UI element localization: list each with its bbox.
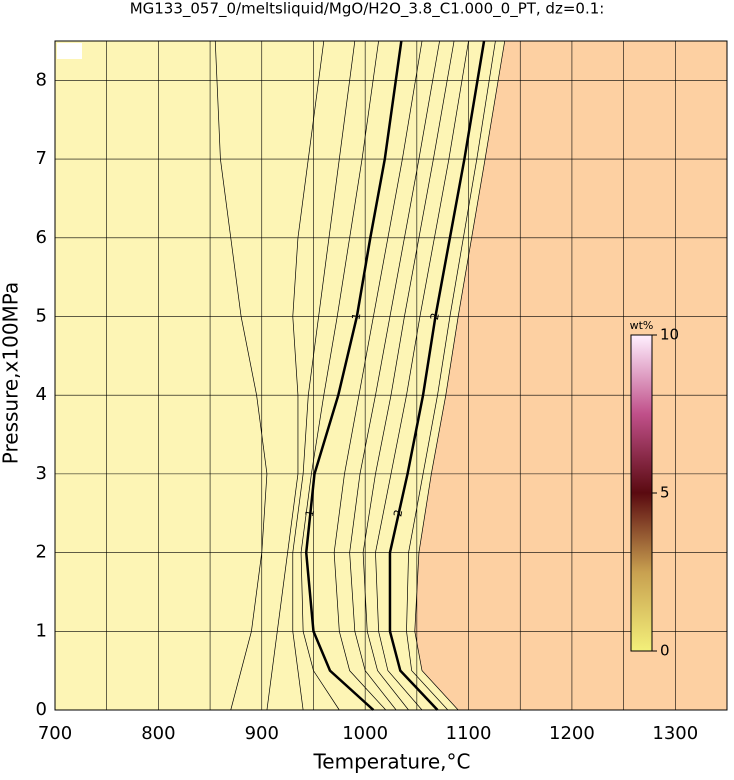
x-tick-label: 900	[245, 723, 279, 744]
y-tick-label: 7	[36, 148, 47, 169]
contour-line	[266, 40, 325, 711]
contour-line	[300, 40, 379, 711]
colorbar-tick-label: 5	[660, 484, 670, 502]
chart-title: MG133_057_0/meltsliquid/MgO/H2O_3.8_C1.0…	[130, 0, 605, 19]
contour-label: 2	[428, 312, 442, 321]
blank-patch	[57, 43, 82, 59]
y-tick-label: 4	[36, 384, 47, 405]
contour-line	[406, 40, 496, 711]
x-tick-label: 1000	[342, 723, 388, 744]
y-tick-label: 0	[36, 699, 47, 720]
contour-label: 1	[303, 509, 317, 518]
x-tick-label: 1100	[446, 723, 492, 744]
x-tick-label: 800	[141, 723, 175, 744]
contour-line	[414, 40, 506, 711]
y-tick-label: 8	[36, 69, 47, 90]
y-tick-label: 1	[36, 620, 47, 641]
x-axis-label: Temperature,°C	[312, 750, 470, 774]
contour-line	[292, 40, 356, 711]
y-tick-label: 6	[36, 227, 47, 248]
colorbar-tick-label: 0	[660, 642, 670, 660]
contour-label: 1	[349, 312, 363, 321]
contour-label: 2	[391, 509, 405, 518]
contour-line	[214, 40, 268, 711]
contour-line	[349, 40, 440, 711]
x-tick-label: 700	[38, 723, 72, 744]
contour-line	[375, 40, 469, 711]
colorbar	[630, 334, 653, 652]
y-tick-label: 2	[36, 542, 47, 563]
contour-line	[333, 40, 423, 711]
colorbar-label: wt%	[630, 319, 654, 332]
x-tick-label: 1200	[549, 723, 595, 744]
y-axis-label: Pressure,x100MPa	[0, 282, 23, 464]
colorbar-tick-label: 10	[660, 326, 679, 344]
y-tick-label: 3	[36, 463, 47, 484]
x-tick-label: 1300	[652, 723, 698, 744]
contour-line	[304, 40, 403, 711]
contour-line	[362, 40, 455, 711]
contour-line	[388, 40, 486, 711]
y-tick-label: 5	[36, 305, 47, 326]
plot-frame	[54, 40, 728, 711]
